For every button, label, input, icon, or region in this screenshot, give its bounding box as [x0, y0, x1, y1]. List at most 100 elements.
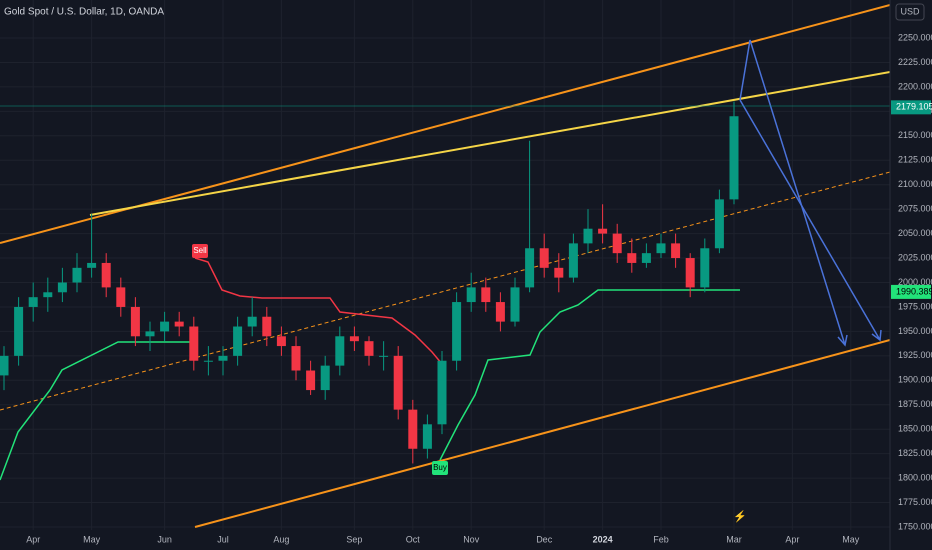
candle-body	[276, 336, 286, 347]
candle-body	[466, 287, 476, 303]
candle-body	[14, 306, 24, 356]
candle-body	[203, 360, 213, 362]
y-tick-label: 2025.000	[898, 252, 932, 262]
x-tick-label: Mar	[726, 534, 742, 544]
candle-body	[641, 253, 651, 263]
candle-body	[554, 267, 564, 278]
candle-body	[379, 355, 389, 357]
y-tick-label: 2200.000	[898, 81, 932, 91]
candle-body	[0, 355, 9, 376]
candle-body	[145, 331, 155, 337]
x-tick-label: May	[83, 534, 101, 544]
currency-box[interactable]	[895, 3, 925, 21]
y-tick-label: 2100.000	[898, 179, 932, 189]
x-tick-label: 2024	[593, 534, 613, 544]
candle-body	[437, 360, 447, 425]
sell-badge	[192, 244, 208, 258]
buy-badge	[432, 461, 448, 475]
x-tick-label: Jul	[217, 534, 229, 544]
trend-line	[89, 71, 891, 216]
candle-body	[262, 316, 272, 337]
candle-body	[28, 297, 38, 307]
candle-body	[627, 253, 637, 263]
y-tick-label: 1775.000	[898, 497, 932, 507]
candle-body	[422, 424, 432, 449]
x-tick-label: Feb	[653, 534, 669, 544]
candle-body	[189, 326, 199, 361]
buy-label: Buy	[433, 463, 447, 472]
candle-body	[481, 287, 491, 303]
candle-body	[291, 346, 301, 371]
supertrend-up	[0, 341, 198, 481]
projection-arrow	[739, 99, 881, 341]
price-label: 1990.389	[896, 286, 932, 296]
candle-body	[408, 409, 418, 449]
candle-body	[87, 262, 97, 268]
price-label-box	[891, 284, 931, 299]
candle-body	[685, 258, 695, 288]
candle-body	[364, 341, 374, 356]
x-tick-label: Apr	[785, 534, 799, 544]
supertrend-down	[194, 257, 443, 365]
candle-body	[452, 302, 462, 361]
y-tick-label: 2000.000	[898, 277, 932, 287]
y-tick-label: 1975.000	[898, 301, 932, 311]
supertrend-up	[439, 289, 740, 461]
candle-body	[57, 282, 67, 293]
drawings	[0, 4, 891, 528]
projection-arrow	[739, 39, 846, 346]
x-tick-label: Aug	[273, 534, 289, 544]
y-tick-label: 2075.000	[898, 204, 932, 214]
candle-body	[495, 302, 505, 322]
y-tick-label: 2250.000	[898, 32, 932, 42]
x-tick-label: Apr	[26, 534, 40, 544]
channel-lower	[194, 339, 891, 528]
candle-body	[539, 248, 549, 268]
x-tick-label: Nov	[463, 534, 480, 544]
candle-body	[335, 336, 345, 366]
price-label: 2179.105	[896, 102, 932, 112]
chart-title: Gold Spot / U.S. Dollar, 1D, OANDA	[4, 7, 164, 18]
price-label-box	[891, 100, 931, 115]
candle-body	[43, 292, 53, 298]
y-tick-label: 1900.000	[898, 375, 932, 385]
candle-body	[598, 228, 608, 234]
candle-body	[700, 248, 710, 288]
y-tick-label: 1850.000	[898, 424, 932, 434]
candle-body	[218, 355, 228, 361]
candle-body	[306, 370, 316, 391]
candle-body	[583, 228, 593, 244]
candle-body	[568, 243, 578, 278]
currency[interactable]: USD	[900, 6, 920, 16]
candle-body	[656, 243, 666, 254]
channel-upper	[0, 4, 891, 244]
candle-body	[247, 316, 257, 327]
y-tick-label: 1950.000	[898, 326, 932, 336]
y-tick-label: 2225.000	[898, 57, 932, 67]
candle-body	[101, 262, 111, 288]
candle-body	[116, 287, 126, 307]
candle-body	[612, 233, 622, 254]
candle-body	[233, 326, 243, 356]
arrow-head	[837, 334, 848, 347]
candle-body	[671, 243, 681, 259]
price-axis: 1750.000 1775.000 1800.000 1825.000 1850.000…	[26, 32, 932, 544]
y-tick-label: 2050.000	[898, 228, 932, 238]
y-tick-label: 1800.000	[898, 472, 932, 482]
lightning-icon[interactable]: ⚡	[733, 510, 747, 523]
candle-body	[160, 321, 170, 332]
x-tick-label: Oct	[406, 534, 421, 544]
candle-body	[72, 267, 82, 283]
y-tick-label: 2125.000	[898, 155, 932, 165]
candle-body	[349, 336, 359, 342]
y-tick-label: 1825.000	[898, 448, 932, 458]
x-tick-label: Jun	[157, 534, 172, 544]
candle-body	[393, 355, 403, 410]
candle-body	[510, 287, 520, 322]
x-tick-label: Dec	[536, 534, 553, 544]
candle-body	[714, 199, 724, 249]
y-tick-label: 1925.000	[898, 350, 932, 360]
candle-body	[729, 116, 739, 200]
sell-label: Sell	[193, 246, 207, 255]
